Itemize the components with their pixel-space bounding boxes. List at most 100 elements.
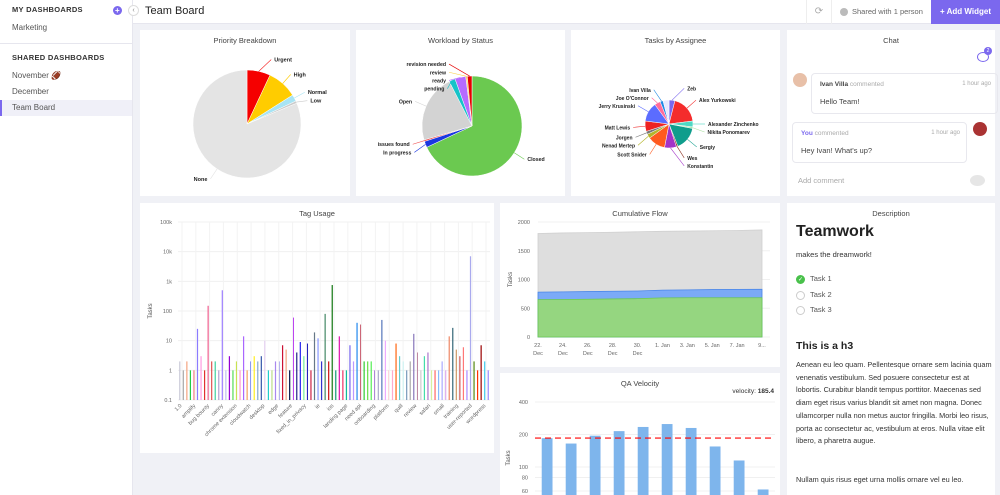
tag-bar xyxy=(274,361,277,400)
pie-slice-other xyxy=(662,99,670,125)
x-tick-label: 1.0 xyxy=(174,403,184,413)
priority-breakdown-widget: Priority Breakdown Urgent High Normal Low No… xyxy=(140,30,350,196)
x-tick-label: 9... xyxy=(758,343,766,349)
message-text: Hello Team! xyxy=(820,97,860,106)
tag-bar xyxy=(406,370,408,400)
sidebar-item-team-board[interactable]: Team Board xyxy=(0,100,132,116)
x-tick-label: safari xyxy=(418,403,432,417)
message-author: You xyxy=(801,130,813,137)
tag-bar xyxy=(377,370,379,400)
x-tick-label: Dec xyxy=(558,351,568,357)
leader-line xyxy=(514,152,525,160)
task-item[interactable]: ✓ Task 1 xyxy=(796,274,832,286)
task-label: Task 1 xyxy=(810,274,832,283)
tag-bar xyxy=(281,345,284,400)
message-text: Hey Ivan! What's up? xyxy=(801,146,873,155)
task-item[interactable]: Task 2 xyxy=(796,290,832,302)
checkbox-icon[interactable] xyxy=(796,290,805,300)
x-tick-label: 3. Jan xyxy=(680,343,695,349)
page-title: Team Board xyxy=(145,5,205,17)
add-comment-input[interactable]: Add comment xyxy=(798,176,845,185)
tag-bar xyxy=(331,285,333,400)
leader-line xyxy=(653,89,662,102)
tag-bar xyxy=(313,332,316,400)
tag-bar xyxy=(427,352,429,400)
tag-bar xyxy=(349,345,351,400)
slice-label: Wes xyxy=(687,156,697,162)
widget-title: Tag Usage xyxy=(299,209,335,218)
velocity-value: 185.4 xyxy=(757,388,774,395)
slice-label: None xyxy=(194,177,208,183)
add-dashboard-button[interactable]: + xyxy=(113,6,122,15)
sidebar-item-marketing[interactable]: Marketing xyxy=(12,23,48,32)
tag-bar xyxy=(384,340,387,400)
tag-usage-widget: Tag Usage 100k 10k 1k 100 10 1 0.1 Tasks 1.0 ampl… xyxy=(140,203,494,453)
leader-line xyxy=(633,125,646,128)
slice-label: Alex Yurkowski xyxy=(699,98,736,104)
slice-label: Normal xyxy=(308,90,327,96)
message-meta: Ivan Villa commented xyxy=(820,81,884,88)
checked-checkbox-icon[interactable]: ✓ xyxy=(796,274,805,284)
shared-dashboards-heading: SHARED DASHBOARDS xyxy=(12,53,105,62)
leader-line xyxy=(651,97,658,104)
tag-bar xyxy=(370,361,372,400)
velocity-bar xyxy=(661,424,673,495)
message-meta: You commented xyxy=(801,130,849,137)
checkbox-icon[interactable] xyxy=(796,305,805,315)
x-tick-label: 26. xyxy=(584,343,592,349)
watchers-eye-icon[interactable] xyxy=(977,52,989,62)
widget-title: QA Velocity xyxy=(620,379,660,388)
leader-line xyxy=(448,71,467,77)
tag-bar xyxy=(398,356,401,400)
x-tick-label: Dec xyxy=(633,351,643,357)
tag-bar xyxy=(487,370,489,400)
tag-bar xyxy=(367,361,369,400)
workload-pie-chart: Closed In progress issues found Open pending… xyxy=(378,62,545,177)
leader-line xyxy=(637,135,649,146)
y-tick-label: 80 xyxy=(522,476,528,482)
area-series xyxy=(537,297,763,338)
y-tick-label: 400 xyxy=(519,400,528,406)
tag-bar xyxy=(182,370,184,400)
tag-bar xyxy=(423,356,426,400)
add-widget-button[interactable]: + Add Widget xyxy=(931,0,1000,24)
y-axis-label: Tasks xyxy=(506,450,512,465)
shared-label: Shared with 1 person xyxy=(852,7,923,16)
leader-line xyxy=(412,140,425,145)
tag-bar xyxy=(186,361,188,400)
tag-bar xyxy=(395,343,397,400)
leader-line xyxy=(296,100,308,103)
tag-bar xyxy=(466,370,468,400)
sidebar-item-december[interactable]: December xyxy=(12,87,49,96)
qa-velocity-chart: 400 200 100 80 60 Tasks xyxy=(506,400,775,495)
comment-bubble-icon[interactable] xyxy=(970,175,985,186)
velocity-readout: velocity: 185.4 xyxy=(732,388,774,395)
refresh-icon[interactable]: ⟳ xyxy=(806,0,832,24)
sidebar-item-november[interactable]: November 🏈 xyxy=(12,71,62,80)
tag-bar xyxy=(207,305,209,400)
leader-line xyxy=(671,88,685,101)
tag-bar xyxy=(445,370,447,400)
tag-bar xyxy=(246,370,248,400)
tag-bar xyxy=(359,324,362,400)
leader-line xyxy=(447,79,453,89)
tag-bar xyxy=(338,336,340,400)
tag-bar xyxy=(179,361,181,400)
watchers-count-badge: 2 xyxy=(984,47,992,55)
collapse-sidebar-chevron-icon[interactable]: ‹ xyxy=(128,5,139,16)
tag-bar xyxy=(441,361,443,400)
velocity-bar xyxy=(613,431,625,495)
y-tick-label: 10 xyxy=(166,339,172,345)
slice-label: High xyxy=(294,72,307,78)
y-tick-label: 100 xyxy=(163,309,172,315)
tag-bar xyxy=(430,370,433,400)
shared-button[interactable]: Shared with 1 person xyxy=(840,0,923,24)
tag-bar xyxy=(211,361,213,400)
x-tick-label: 24. xyxy=(559,343,567,349)
pie-slice-revision-needed xyxy=(467,75,473,127)
task-item[interactable]: Task 3 xyxy=(796,305,832,317)
slice-label: revision needed xyxy=(407,62,447,68)
x-tick-label: Dec xyxy=(583,351,593,357)
